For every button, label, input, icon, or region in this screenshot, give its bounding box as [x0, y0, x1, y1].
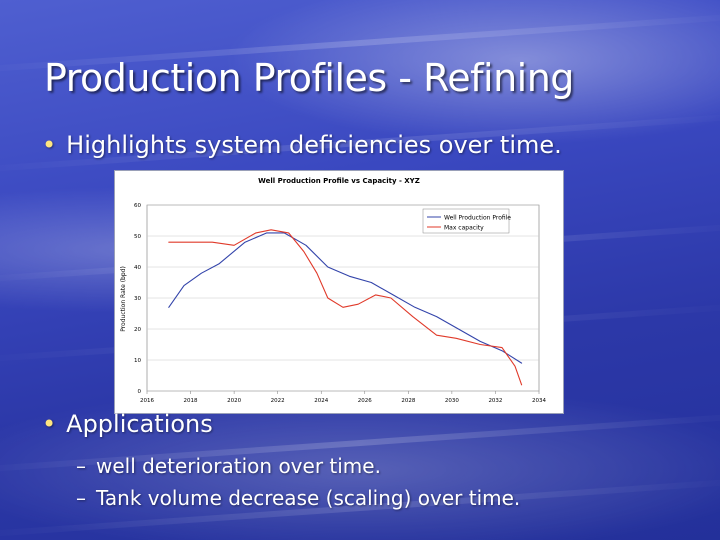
legend-label-production: Well Production Profile: [444, 215, 511, 222]
legend-label-capacity: Max capacity: [444, 225, 484, 232]
series-layer: [168, 229, 523, 386]
sub-dash: –: [76, 454, 86, 478]
sub-dash: –: [76, 486, 86, 510]
grid-layer: [146, 204, 540, 392]
chart-title: Well Production Profile vs Capacity - XY…: [258, 177, 420, 185]
sub-item-well: – well deterioration over time.: [76, 454, 381, 478]
x-tick-label: 2030: [445, 398, 459, 404]
bullet-dot: •: [42, 410, 57, 438]
legend-box: [422, 208, 510, 234]
sub-item-tank-text: Tank volume decrease (scaling) over time…: [96, 486, 521, 510]
sub-item-tank: – Tank volume decrease (scaling) over tim…: [76, 486, 520, 510]
x-tick-label: 2024: [314, 398, 328, 404]
y-tick-label: 60: [134, 203, 141, 209]
bullet-highlights-text: Highlights system deficiencies over time…: [66, 131, 562, 159]
x-tick-label: 2018: [184, 398, 198, 404]
y-tick-label: 50: [134, 234, 141, 240]
x-tick-label: 2026: [358, 398, 372, 404]
series-line-production: [168, 232, 523, 364]
y-tick-label: 30: [134, 296, 141, 302]
y-tick-label: 10: [134, 358, 141, 364]
x-tick-label: 2020: [227, 398, 241, 404]
sub-item-well-text: well deterioration over time.: [96, 454, 381, 478]
slide-title: Production Profiles - Refining: [44, 56, 574, 100]
y-tick-label: 20: [134, 327, 141, 333]
y-axis-label: Production Rate (bpd): [120, 266, 127, 332]
y-tick-label: 0: [138, 389, 142, 395]
y-tick-label: 40: [134, 265, 141, 271]
x-tick-label: 2034: [532, 398, 546, 404]
x-tick-label: 2032: [488, 398, 502, 404]
x-tick-label: 2022: [271, 398, 285, 404]
series-line-capacity: [168, 229, 523, 386]
bullet-dot: •: [42, 131, 57, 159]
chart-panel: Well Production Profile vs Capacity - XY…: [114, 170, 564, 414]
bullet-highlights: • Highlights system deficiencies over tim…: [42, 131, 562, 159]
x-tick-label: 2016: [140, 398, 154, 404]
production-chart: Well Production Profile vs Capacity - XY…: [120, 177, 546, 404]
bullet-applications-text: Applications: [66, 410, 213, 438]
bullet-applications: • Applications: [42, 410, 213, 438]
legend: Well Production Profile Max capacity: [422, 208, 511, 234]
x-tick-label: 2028: [401, 398, 415, 404]
